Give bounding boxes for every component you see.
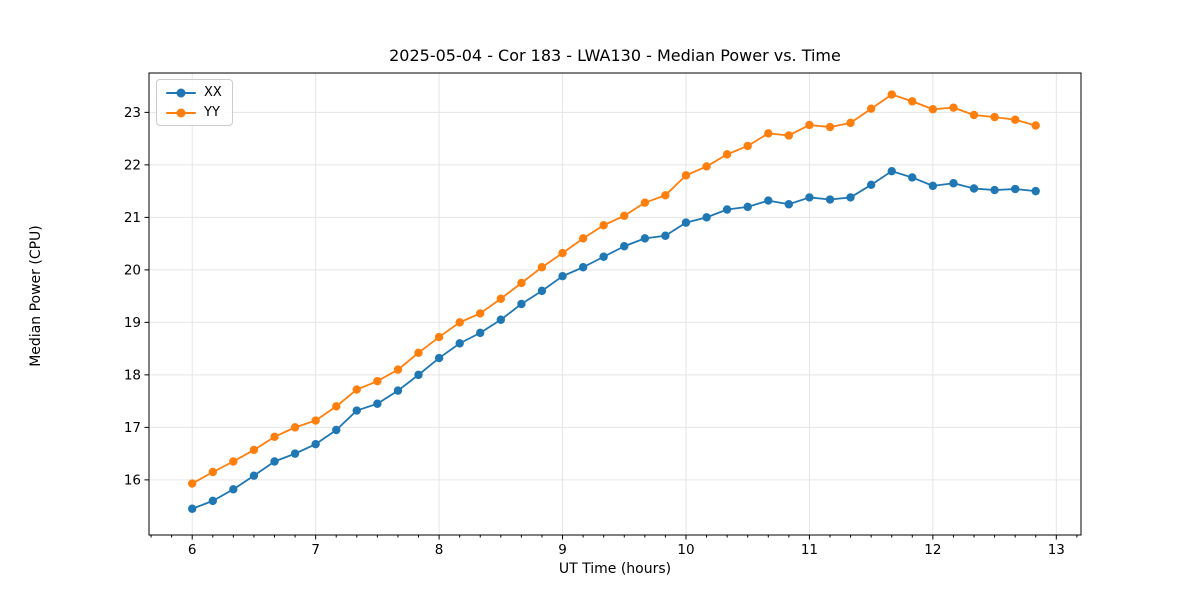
svg-text:8: 8 xyxy=(435,542,444,558)
svg-text:20: 20 xyxy=(124,262,141,278)
svg-text:19: 19 xyxy=(124,315,141,331)
tick-marks xyxy=(144,111,1078,540)
x-axis-label: UT Time (hours) xyxy=(558,561,672,577)
legend: XX YY xyxy=(156,79,233,126)
legend-entry-xx: XX xyxy=(166,86,222,99)
x-tick-labels: 6 7 8 9 10 11 12 13 xyxy=(188,542,1065,558)
svg-text:21: 21 xyxy=(124,210,141,226)
series-yy-markers xyxy=(188,90,1040,488)
series-yy xyxy=(191,93,1036,485)
svg-text:22: 22 xyxy=(124,157,141,173)
axes-frame xyxy=(148,72,1082,536)
series-xx xyxy=(191,170,1036,510)
y-tick-labels: 16 17 18 19 20 21 22 23 xyxy=(124,105,141,489)
svg-text:16: 16 xyxy=(124,472,141,488)
gridlines xyxy=(149,73,1081,535)
svg-text:10: 10 xyxy=(677,542,694,558)
series-xx-markers xyxy=(188,166,1040,513)
svg-text:17: 17 xyxy=(124,420,141,436)
svg-text:11: 11 xyxy=(801,542,818,558)
legend-label-xx: XX xyxy=(204,85,222,100)
svg-text:6: 6 xyxy=(188,542,197,558)
series-xx-line xyxy=(191,170,1036,510)
svg-text:12: 12 xyxy=(924,542,941,558)
svg-text:9: 9 xyxy=(558,542,567,558)
legend-entry-yy: YY xyxy=(166,106,222,119)
legend-label-yy: YY xyxy=(204,105,220,120)
series-yy-sample-icon xyxy=(166,108,196,117)
svg-text:18: 18 xyxy=(124,367,141,383)
svg-text:23: 23 xyxy=(124,105,141,121)
series-xx-sample-icon xyxy=(166,88,196,97)
svg-text:7: 7 xyxy=(311,542,320,558)
series-yy-line xyxy=(191,93,1036,485)
chart-title: 2025-05-04 - Cor 183 - LWA130 - Median P… xyxy=(389,46,841,65)
svg-text:13: 13 xyxy=(1048,542,1065,558)
